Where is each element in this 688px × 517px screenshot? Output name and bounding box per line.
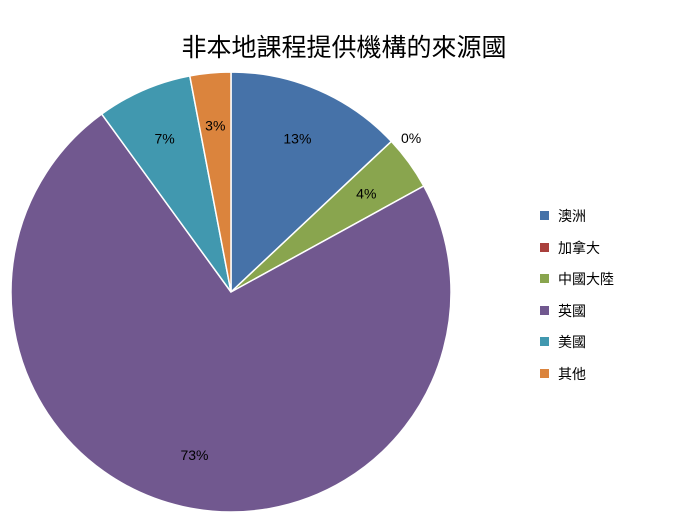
legend-item-5: 其他: [540, 364, 614, 396]
legend-label: 其他: [558, 366, 586, 383]
chart-legend: 澳洲加拿大中國大陸英國美國其他: [540, 206, 614, 395]
legend-label: 加拿大: [558, 240, 600, 257]
legend-item-2: 中國大陸: [540, 269, 614, 301]
legend-swatch: [540, 337, 549, 346]
legend-swatch: [540, 305, 549, 315]
legend-swatch: [540, 211, 549, 220]
legend-swatch: [540, 242, 549, 252]
legend-item-3: 英國: [540, 301, 614, 333]
legend-label: 澳洲: [558, 209, 586, 225]
pie-slice-0: [230, 71, 393, 294]
legend-label: 英國: [558, 303, 586, 320]
pie-data-label-2: 4%: [356, 186, 376, 202]
legend-swatch: [540, 274, 549, 283]
pie-data-label-3: 73%: [180, 447, 208, 463]
pie-slice-5: [188, 71, 232, 293]
legend-label: 中國大陸: [558, 272, 614, 288]
pie-data-label-4: 7%: [154, 131, 174, 147]
chart-title: 非本地課程提供機構的來源國: [181, 33, 507, 62]
legend-swatch: [540, 368, 549, 378]
legend-item-4: 美國: [540, 332, 614, 364]
pie-slice-3: [10, 112, 452, 513]
pie-data-label-0: 13%: [283, 131, 311, 147]
legend-item-1: 加拿大: [540, 238, 614, 270]
pie-data-label-5: 3%: [205, 118, 225, 134]
legend-item-0: 澳洲: [540, 206, 614, 238]
pie-data-label-1: 0%: [401, 130, 421, 146]
legend-label: 美國: [558, 335, 586, 351]
